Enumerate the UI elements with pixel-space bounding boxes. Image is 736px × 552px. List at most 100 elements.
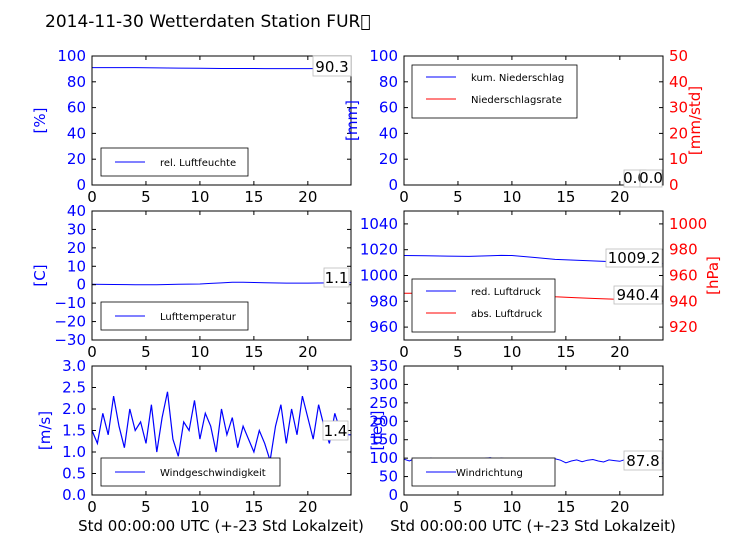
x-tick-label: 10 [190, 498, 209, 516]
panel-windspeed: 0 5 10 15 20 0.0 0.5 1.0 1.5 2.0 2.5 3.0 [m/s] Windge… [36, 357, 352, 516]
legend-label: Windgeschwindigkeit [160, 468, 266, 479]
y-tick-label: 2.5 [62, 379, 86, 397]
y-tick-label: 1020 [360, 241, 398, 259]
legend-label: red. Luftdruck [471, 287, 541, 298]
y-tick-label: 150 [369, 431, 398, 449]
y-tick-label-right: 1000 [669, 215, 707, 233]
legend-label: Lufttemperatur [160, 312, 237, 323]
y-tick-label: 3.0 [62, 357, 86, 375]
y-tick-label: 100 [369, 449, 398, 467]
y-axis-label-right: [mm/std] [686, 86, 704, 155]
x-tick-label: 15 [244, 498, 263, 516]
value-annotation: 87.8 [626, 452, 659, 470]
y-tick-label-right: 0 [669, 176, 679, 194]
legend-label: kum. Niederschlag [471, 73, 564, 84]
y-tick-label-right: 960 [669, 267, 698, 285]
value-annotation: 1009.2 [608, 249, 661, 267]
panel-humidity: 0 5 10 15 20 0 20 40 60 80 100 [%] rel. Luftfeuchte 9… [31, 47, 352, 206]
y-tick-label: 60 [379, 99, 398, 117]
y-tick-label: 80 [379, 73, 398, 91]
y-tick-label: −10 [54, 294, 86, 312]
y-tick-label: 0 [388, 176, 398, 194]
y-tick-label-right: 40 [669, 73, 688, 91]
x-tick-label: 10 [502, 188, 521, 206]
y-tick-label-right: 980 [669, 241, 698, 259]
y-tick-label: 100 [369, 47, 398, 65]
y-tick-label: 0 [76, 176, 86, 194]
y-tick-label: 250 [369, 394, 398, 412]
y-axis-label: [mm] [343, 100, 361, 141]
x-tick-label: 5 [453, 188, 463, 206]
series-line-windspeed-0 [91, 391, 351, 461]
y-tick-label: 20 [67, 239, 86, 257]
chart-title: 2014-11-30 Wetterdaten Station FUR  [45, 12, 371, 32]
x-axis-label-left: Std 00:00:00 UTC (+-23 Std Lokalzeit) [78, 517, 364, 535]
x-tick-label: 5 [453, 498, 463, 516]
value-box [605, 248, 663, 268]
value-box [623, 450, 663, 471]
y-axis-label: [C] [31, 264, 49, 286]
value-annotation: 1.1 [325, 269, 349, 287]
value-annotation: 90.3 [315, 58, 348, 76]
series-line-temperature-0 [91, 281, 352, 286]
panel-winddir: 0 5 10 15 20050100150200250300350[deg]Windri… [368, 357, 664, 516]
y-tick-label: 980 [369, 292, 398, 310]
y-tick-label: 40 [67, 202, 86, 220]
panel-pressure: 0 5 10 15 20 960 980 1000 1020 1040 920 940 960 980 10… [360, 210, 722, 361]
value-annotation: 940.4 [617, 286, 660, 304]
y-axis-label: [%] [31, 108, 49, 134]
x-tick-label: 10 [190, 343, 209, 361]
legend-label: abs. Luftdruck [471, 309, 542, 320]
legend-box [411, 278, 556, 333]
y-tick-label: 0 [388, 486, 398, 504]
x-tick-label: 15 [556, 343, 575, 361]
y-tick-label: 30 [67, 220, 86, 238]
y-tick-label: −30 [54, 331, 86, 349]
x-tick-label: 0 [399, 498, 409, 516]
y-axis-label: [deg] [368, 411, 386, 451]
legend-label: Niederschlagsrate [471, 95, 562, 106]
y-tick-label: 40 [67, 124, 86, 142]
legend-label: rel. Luftfeuchte [160, 158, 236, 169]
y-tick-label: 1000 [360, 267, 398, 285]
x-tick-label: 5 [453, 343, 463, 361]
x-tick-label: 20 [610, 343, 629, 361]
legend-box [100, 457, 281, 487]
value-box [639, 169, 663, 188]
x-tick-label: 20 [298, 188, 317, 206]
value-annotation: 1.4 [324, 422, 348, 440]
y-tick-label-right: 30 [669, 99, 688, 117]
y-tick-label-right: 940 [669, 292, 698, 310]
x-tick-label: 0 [399, 188, 409, 206]
legend-box [411, 64, 578, 119]
x-tick-label: 0 [399, 343, 409, 361]
y-tick-label: 960 [369, 318, 398, 336]
y-tick-label: 200 [369, 412, 398, 430]
value-box [312, 55, 352, 77]
x-tick-label: 5 [141, 343, 151, 361]
plot-frame-humidity [91, 55, 352, 186]
y-tick-label: −20 [54, 313, 86, 331]
y-tick-label: 2.0 [62, 400, 86, 418]
y-tick-label: 1.0 [62, 443, 86, 461]
x-tick-label: 20 [610, 188, 629, 206]
x-tick-label: 10 [190, 188, 209, 206]
x-tick-label: 15 [244, 188, 263, 206]
panel-temperature: 0 5 10 15 20−30−20−10010203040[C]Lufttempera… [31, 202, 352, 361]
y-tick-label: 20 [67, 150, 86, 168]
y-tick-label: 350 [369, 357, 398, 375]
y-tick-label: 300 [369, 375, 398, 393]
y-axis-label-right: [hPa] [704, 256, 722, 295]
y-tick-label-right: 920 [669, 318, 698, 336]
y-tick-label: 1.5 [62, 422, 86, 440]
y-tick-label: 0.0 [62, 486, 86, 504]
y-tick-label: 0.5 [62, 465, 86, 483]
y-tick-label: 20 [379, 150, 398, 168]
y-tick-label: 10 [67, 257, 86, 275]
x-tick-label: 15 [556, 498, 575, 516]
x-tick-label: 10 [502, 343, 521, 361]
value-box [323, 267, 350, 288]
y-tick-label: 80 [67, 73, 86, 91]
x-tick-label: 0 [87, 188, 97, 206]
value-box [322, 420, 349, 441]
